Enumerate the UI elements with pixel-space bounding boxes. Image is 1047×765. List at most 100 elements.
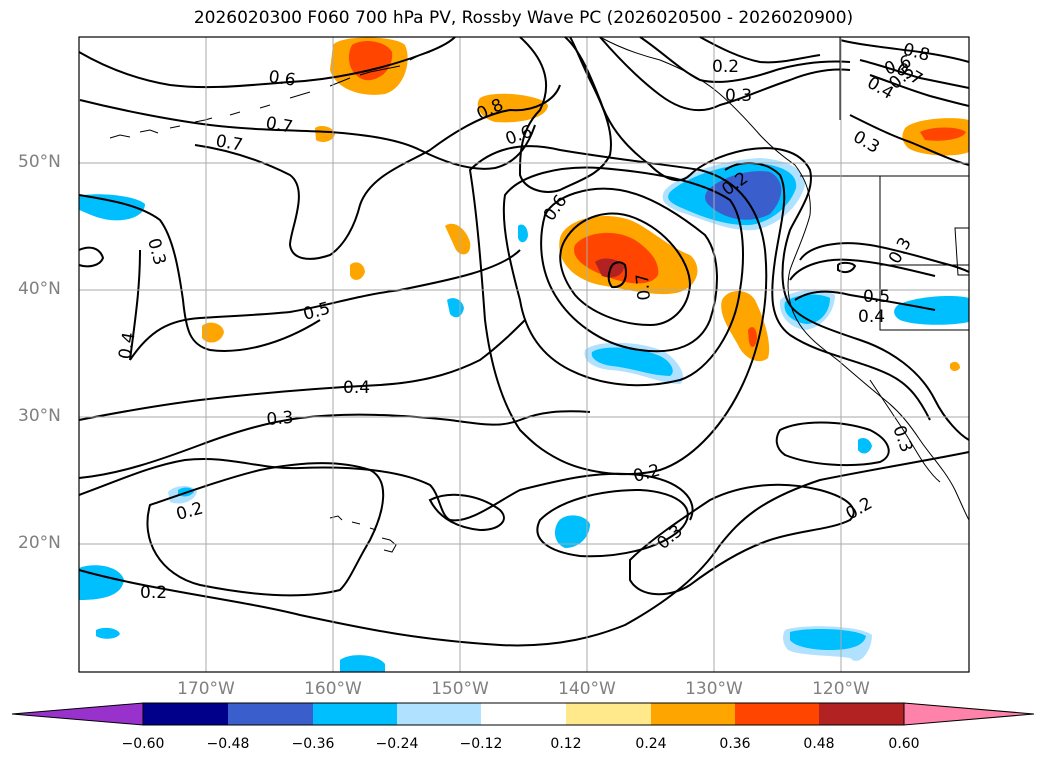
colorbar-segment: [228, 703, 313, 725]
colorbar-segment: [481, 703, 566, 725]
contour-label: 0.4: [858, 307, 885, 327]
negative-anomaly-region: [518, 224, 528, 243]
contour-label: 0.4: [343, 378, 370, 398]
colorbar-outline: [142, 702, 905, 726]
contour-line: [639, 36, 851, 83]
colorbar-tick-label: 0.24: [635, 736, 667, 752]
contour-line: [78, 451, 970, 647]
colorbar-extend-high: [903, 702, 1035, 726]
contour-line: [194, 84, 561, 260]
contour-line: [599, 36, 851, 112]
positive-anomaly-core: [748, 327, 757, 347]
coastlines: [109, 36, 970, 553]
colorbar-segment: [735, 703, 819, 725]
contour-line: [540, 187, 718, 353]
contour-line: [78, 194, 321, 352]
contour-line: [859, 59, 970, 89]
lon-label-140w: 140°W: [558, 679, 616, 699]
contour-line: [794, 290, 936, 311]
contour-line: [775, 421, 890, 467]
negative-anomaly-region: [79, 194, 145, 221]
graticule: [79, 37, 969, 672]
contour-line: [629, 483, 855, 596]
contour-label: 0.7: [633, 273, 655, 302]
positive-anomaly-region: [202, 322, 224, 343]
contour-line: [699, 36, 821, 64]
border-state: [879, 265, 969, 331]
contour-line: [79, 99, 536, 170]
contour-label: 0.5: [863, 287, 890, 307]
positive-anomaly-region: [477, 93, 548, 123]
contour-line: [839, 39, 970, 63]
positive-anomaly-region: [315, 126, 335, 142]
coastline-aleutians: [109, 51, 431, 139]
contour-line: [129, 249, 521, 361]
negative-anomaly-region: [340, 655, 385, 672]
lat-label-20n: 20°N: [18, 533, 61, 553]
lon-label-160w: 160°W: [304, 679, 362, 699]
coastline-hawaii: [329, 515, 397, 553]
colorbar-tick-label: −0.36: [291, 736, 335, 752]
negative-anomaly-region: [858, 438, 872, 454]
contour-label: 0.7: [214, 131, 244, 155]
positive-anomaly-core: [920, 127, 966, 141]
colorbar-tick-label: 0.60: [888, 736, 920, 752]
positive-anomaly-region: [350, 262, 365, 280]
lon-label-170w: 170°W: [177, 679, 235, 699]
contour-line: [468, 145, 768, 476]
contour-label: 0.4: [115, 331, 139, 361]
contour-line: [78, 410, 591, 479]
contour-label: 0.6: [267, 67, 297, 91]
contour-line: [789, 258, 936, 281]
contour-line: [78, 319, 526, 421]
positive-anomaly-core: [574, 232, 659, 284]
coastline-north-america: [599, 36, 970, 521]
colorbar: [11, 702, 1035, 726]
negative-anomaly-region: [591, 347, 673, 376]
contour-line: [869, 74, 970, 107]
contour-line: [689, 147, 970, 441]
contour-line: [428, 493, 505, 532]
colorbar-segment: [143, 703, 228, 725]
contour-line: [837, 261, 857, 274]
contour-line: [607, 261, 627, 289]
positive-anomaly-region: [950, 361, 960, 371]
contour-line: [799, 242, 970, 273]
positive-anomaly-core: [348, 40, 393, 81]
contour-label: 0.3: [725, 86, 752, 106]
colorbar-tick-label: −0.60: [121, 736, 165, 752]
positive-anomaly-region: [445, 223, 471, 255]
colorbar-tick-label: 0.48: [803, 736, 835, 752]
map-background: [79, 37, 969, 672]
contour-line: [78, 246, 105, 268]
colorbar-tick-label: 0.12: [550, 736, 582, 752]
colorbar-extend-low: [11, 702, 144, 726]
contour-label: 0.2: [712, 57, 739, 77]
negative-anomaly-region: [894, 296, 969, 325]
negative-anomaly-region: [784, 294, 830, 324]
contour-line: [502, 166, 744, 387]
colorbar-segment: [651, 703, 735, 725]
lon-label-120w: 120°W: [812, 679, 870, 699]
contour-line: [518, 36, 612, 193]
contour-labels: 0.6 0.7 0.7 0.8 0.6 0.6 0.7 0.2 0.3 0.8 …: [115, 40, 932, 603]
chart-title: 2026020300 F060 700 hPa PV, Rossby Wave …: [193, 8, 854, 28]
negative-anomaly-region: [790, 628, 866, 650]
contour-line: [559, 212, 692, 327]
lat-label-30n: 30°N: [18, 406, 61, 426]
lat-label-50n: 50°N: [18, 152, 61, 172]
colorbar-segment: [566, 703, 651, 725]
contour-label: 0.3: [266, 408, 295, 430]
colorbar-tick-label: −0.48: [206, 736, 250, 752]
contour-label: 0.7: [264, 113, 294, 137]
colorbar-tick-label: 0.36: [719, 736, 751, 752]
colorbar-segment: [397, 703, 481, 725]
pv-anomaly-fills: [79, 37, 969, 672]
contour-line: [724, 162, 931, 421]
contour-line: [146, 462, 385, 597]
coastline-baja: [869, 379, 941, 483]
colorbar-tick-label: −0.24: [375, 736, 419, 752]
lon-label-130w: 130°W: [685, 679, 743, 699]
negative-anomaly-region: [96, 627, 120, 639]
